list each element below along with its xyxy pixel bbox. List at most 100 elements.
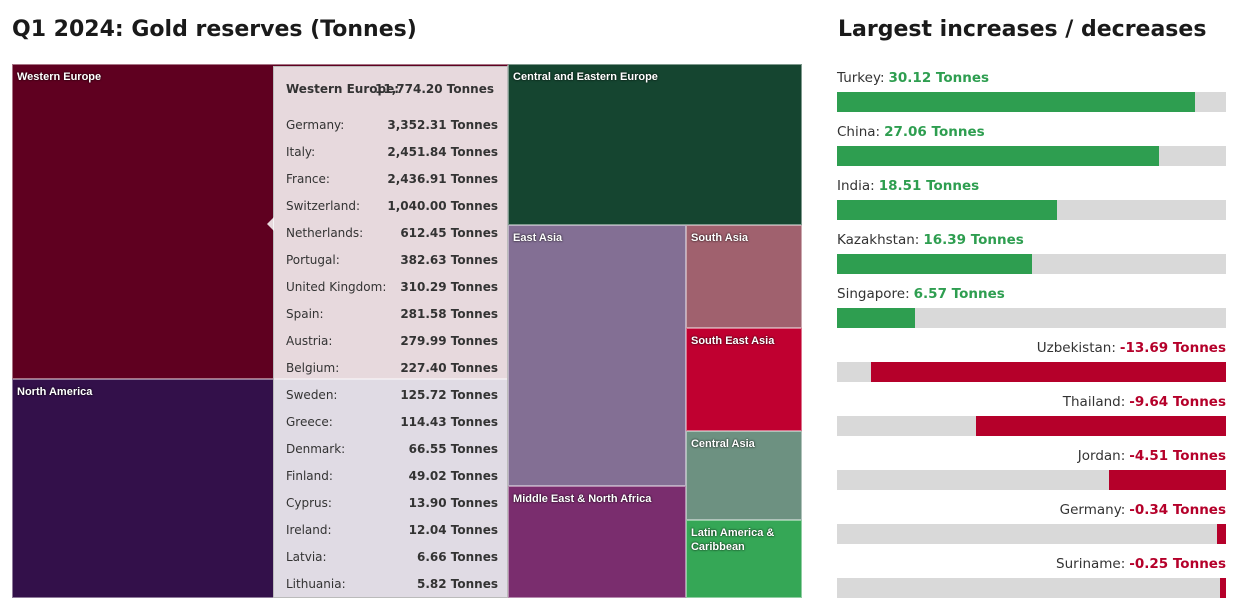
tooltip-value: 310.29 Tonnes bbox=[400, 280, 498, 294]
tooltip-value: 3,352.31 Tonnes bbox=[387, 118, 498, 132]
tooltip-total: 11,774.20 Tonnes bbox=[375, 82, 494, 96]
tooltip-row: Austria: 279.99 Tonnes bbox=[286, 333, 498, 349]
tooltip-row: Cyprus: 13.90 Tonnes bbox=[286, 495, 498, 511]
treemap-label: Central Asia bbox=[690, 438, 755, 451]
treemap-label: South East Asia bbox=[690, 335, 775, 348]
treemap-label: Central and Eastern Europe bbox=[513, 71, 658, 83]
treemap-cell: South East Asia bbox=[685, 328, 802, 431]
tooltip-name: Lithuania: bbox=[286, 577, 346, 591]
bar-value-label: 6.57 Tonnes bbox=[913, 286, 1005, 302]
bar-label: Suriname: -0.25 Tonnes bbox=[837, 555, 1226, 573]
treemap-label: East Asia bbox=[513, 232, 563, 245]
bar-category: Turkey: bbox=[837, 70, 885, 86]
bar-value-label: -0.34 Tonnes bbox=[1129, 502, 1226, 518]
bar-label: Singapore: 6.57 Tonnes bbox=[837, 285, 1226, 303]
treemap-title: Q1 2024: Gold reserves (Tonnes) bbox=[12, 17, 417, 42]
tooltip-name: Portugal: bbox=[286, 253, 340, 267]
tooltip-value: 12.04 Tonnes bbox=[408, 523, 498, 537]
bar-label: China: 27.06 Tonnes bbox=[837, 123, 1226, 141]
bar-label: India: 18.51 Tonnes bbox=[837, 177, 1226, 195]
tooltip-row: Germany: 3,352.31 Tonnes bbox=[286, 117, 498, 133]
tooltip-value: 612.45 Tonnes bbox=[400, 226, 498, 240]
bar bbox=[976, 416, 1226, 436]
bar bbox=[1217, 524, 1226, 544]
bar-value-label: 18.51 Tonnes bbox=[878, 178, 980, 194]
bar bbox=[837, 200, 1058, 220]
tooltip-value: 2,436.91 Tonnes bbox=[387, 172, 498, 186]
tooltip-name: Greece: bbox=[286, 415, 333, 429]
bar-label: Uzbekistan: -13.69 Tonnes bbox=[837, 339, 1226, 357]
bar-track bbox=[837, 146, 1226, 166]
bar-track bbox=[837, 362, 1226, 382]
treemap-cell: South Asia bbox=[685, 225, 802, 329]
treemap-label: Western Europe bbox=[17, 71, 102, 83]
bar-value-label: 30.12 Tonnes bbox=[888, 70, 990, 86]
bar bbox=[837, 308, 916, 328]
tooltip-row: France: 2,436.91 Tonnes bbox=[286, 171, 498, 187]
treemap-label: Middle East & North Africa bbox=[513, 493, 652, 506]
tooltip-row: Ireland: 12.04 Tonnes bbox=[286, 522, 498, 538]
treemap-cell: Middle East & North Africa bbox=[508, 486, 686, 598]
bar-track bbox=[837, 200, 1226, 220]
tooltip-value: 1,040.00 Tonnes bbox=[387, 199, 498, 213]
tooltip-name: France: bbox=[286, 172, 330, 186]
tooltip-row: Belgium: 227.40 Tonnes bbox=[286, 360, 498, 376]
tooltip-row: Latvia: 6.66 Tonnes bbox=[286, 549, 498, 565]
tooltip-name: Austria: bbox=[286, 334, 333, 348]
tooltip-row: Switzerland: 1,040.00 Tonnes bbox=[286, 198, 498, 214]
tooltip-name: Denmark: bbox=[286, 442, 346, 456]
tooltip-row: Finland: 49.02 Tonnes bbox=[286, 468, 498, 484]
bar-track bbox=[837, 254, 1226, 274]
bar bbox=[837, 92, 1196, 112]
treemap-label: Latin America & Caribbean bbox=[690, 527, 775, 554]
treemap-cell: Latin America & Caribbean bbox=[685, 520, 802, 598]
bar bbox=[837, 146, 1159, 166]
tooltip-name: Italy: bbox=[286, 145, 316, 159]
bar-value-label: 27.06 Tonnes bbox=[884, 124, 985, 140]
bar-category: Jordan: bbox=[1077, 448, 1126, 464]
tooltip-row: Portugal: 382.63 Tonnes bbox=[286, 252, 498, 268]
tooltip-pointer bbox=[267, 217, 274, 231]
tooltip-value: 49.02 Tonnes bbox=[408, 469, 498, 483]
tooltip-row: Lithuania: 5.82 Tonnes bbox=[286, 576, 498, 592]
tooltip-name: Belgium: bbox=[286, 361, 340, 375]
tooltip: Western Europe: 11,774.20 Tonnes Germany: 3… bbox=[267, 66, 508, 598]
tooltip-value: 382.63 Tonnes bbox=[400, 253, 498, 267]
bar-value-label: -9.64 Tonnes bbox=[1129, 394, 1226, 410]
bar-track bbox=[837, 308, 1226, 328]
tooltip-row: United Kingdom: 310.29 Tonnes bbox=[286, 279, 498, 295]
bar-label: Jordan: -4.51 Tonnes bbox=[837, 447, 1226, 465]
bar-track bbox=[837, 524, 1226, 544]
treemap-cell: Central Asia bbox=[685, 431, 802, 521]
bar-category: Uzbekistan: bbox=[1036, 340, 1116, 356]
tooltip-value: 279.99 Tonnes bbox=[400, 334, 498, 348]
bar-label: Germany: -0.34 Tonnes bbox=[837, 501, 1226, 519]
bar-title: Largest increases / decreases bbox=[838, 17, 1207, 42]
tooltip-value: 6.66 Tonnes bbox=[417, 550, 498, 564]
bar-value-label: 16.39 Tonnes bbox=[923, 232, 1024, 248]
bar-track bbox=[837, 416, 1226, 436]
tooltip-name: Cyprus: bbox=[286, 496, 332, 510]
bar-category: Singapore: bbox=[837, 286, 910, 302]
tooltip-value: 13.90 Tonnes bbox=[408, 496, 498, 510]
bar-category: China: bbox=[837, 124, 881, 140]
tooltip-title: Western Europe: bbox=[286, 82, 400, 96]
tooltip-name: Switzerland: bbox=[286, 199, 361, 213]
tooltip-name: Ireland: bbox=[286, 523, 332, 537]
bar bbox=[870, 362, 1226, 382]
bar-category: Thailand: bbox=[1062, 394, 1126, 410]
tooltip-value: 227.40 Tonnes bbox=[400, 361, 498, 375]
bar-label: Thailand: -9.64 Tonnes bbox=[837, 393, 1226, 411]
treemap: Western Europe North America Central and E… bbox=[12, 64, 802, 598]
tooltip-value: 281.58 Tonnes bbox=[400, 307, 498, 321]
bar-label: Turkey: 30.12 Tonnes bbox=[837, 69, 1226, 87]
bar-category: Suriname: bbox=[1056, 556, 1126, 572]
bar bbox=[837, 254, 1032, 274]
bar bbox=[1219, 578, 1226, 598]
tooltip-row: Netherlands: 612.45 Tonnes bbox=[286, 225, 498, 241]
tooltip-value: 125.72 Tonnes bbox=[400, 388, 498, 402]
tooltip-name: Sweden: bbox=[286, 388, 338, 402]
bar-label: Kazakhstan: 16.39 Tonnes bbox=[837, 231, 1226, 249]
bar-category: Germany: bbox=[1059, 502, 1126, 518]
